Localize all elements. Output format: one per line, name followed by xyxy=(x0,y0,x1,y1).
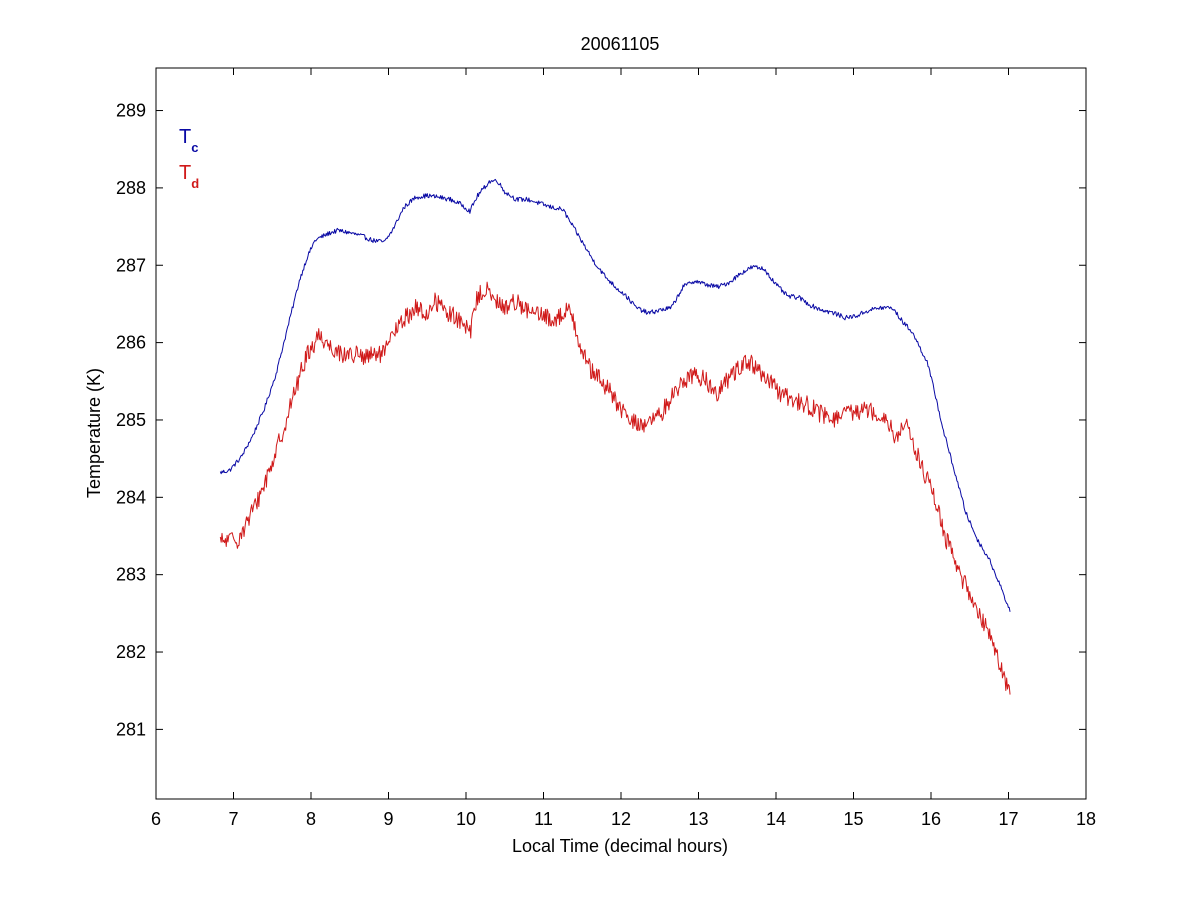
y-tick-label: 284 xyxy=(116,487,146,507)
series-line-t-c xyxy=(219,178,1011,612)
series-group xyxy=(219,178,1011,695)
x-tick-label: 14 xyxy=(766,809,786,829)
x-tick-label: 10 xyxy=(456,809,476,829)
series-line-t-d xyxy=(219,281,1011,695)
chart-title: 20061105 xyxy=(581,34,660,54)
y-tick-label: 288 xyxy=(116,178,146,198)
legend: Tc Td xyxy=(179,126,199,191)
legend-tc-main: T xyxy=(179,126,191,148)
y-tick-label: 287 xyxy=(116,255,146,275)
legend-entry-tc: Tc xyxy=(179,126,198,155)
x-tick-label: 13 xyxy=(688,809,708,829)
y-axis-label: Temperature (K) xyxy=(84,368,104,498)
y-tick-label: 289 xyxy=(116,101,146,121)
x-tick-label: 7 xyxy=(228,809,238,829)
x-tick-label: 9 xyxy=(383,809,393,829)
y-tick-label: 281 xyxy=(116,719,146,739)
x-tick-label: 18 xyxy=(1076,809,1096,829)
y-axis-ticks: 281 282 283 284 285 286 287 288 289 xyxy=(116,101,1086,739)
x-tick-label: 16 xyxy=(921,809,941,829)
legend-td-sub: d xyxy=(191,176,199,191)
x-tick-label: 15 xyxy=(843,809,863,829)
x-axis-label: Local Time (decimal hours) xyxy=(512,836,728,856)
y-tick-label: 283 xyxy=(116,565,146,585)
x-tick-label: 17 xyxy=(998,809,1018,829)
plot-area-frame xyxy=(155,67,1087,800)
x-tick-label: 12 xyxy=(611,809,631,829)
x-axis-ticks: 6 7 8 9 10 11 12 13 14 15 16 17 18 xyxy=(151,68,1096,829)
y-tick-label: 285 xyxy=(116,410,146,430)
legend-entry-td: Td xyxy=(179,162,199,191)
x-tick-label: 11 xyxy=(534,809,553,829)
x-tick-label: 6 xyxy=(151,809,161,829)
legend-td-main: T xyxy=(179,162,191,184)
y-tick-label: 286 xyxy=(116,333,146,353)
legend-tc-sub: c xyxy=(191,140,198,155)
x-tick-label: 8 xyxy=(306,809,316,829)
y-tick-label: 282 xyxy=(116,642,146,662)
